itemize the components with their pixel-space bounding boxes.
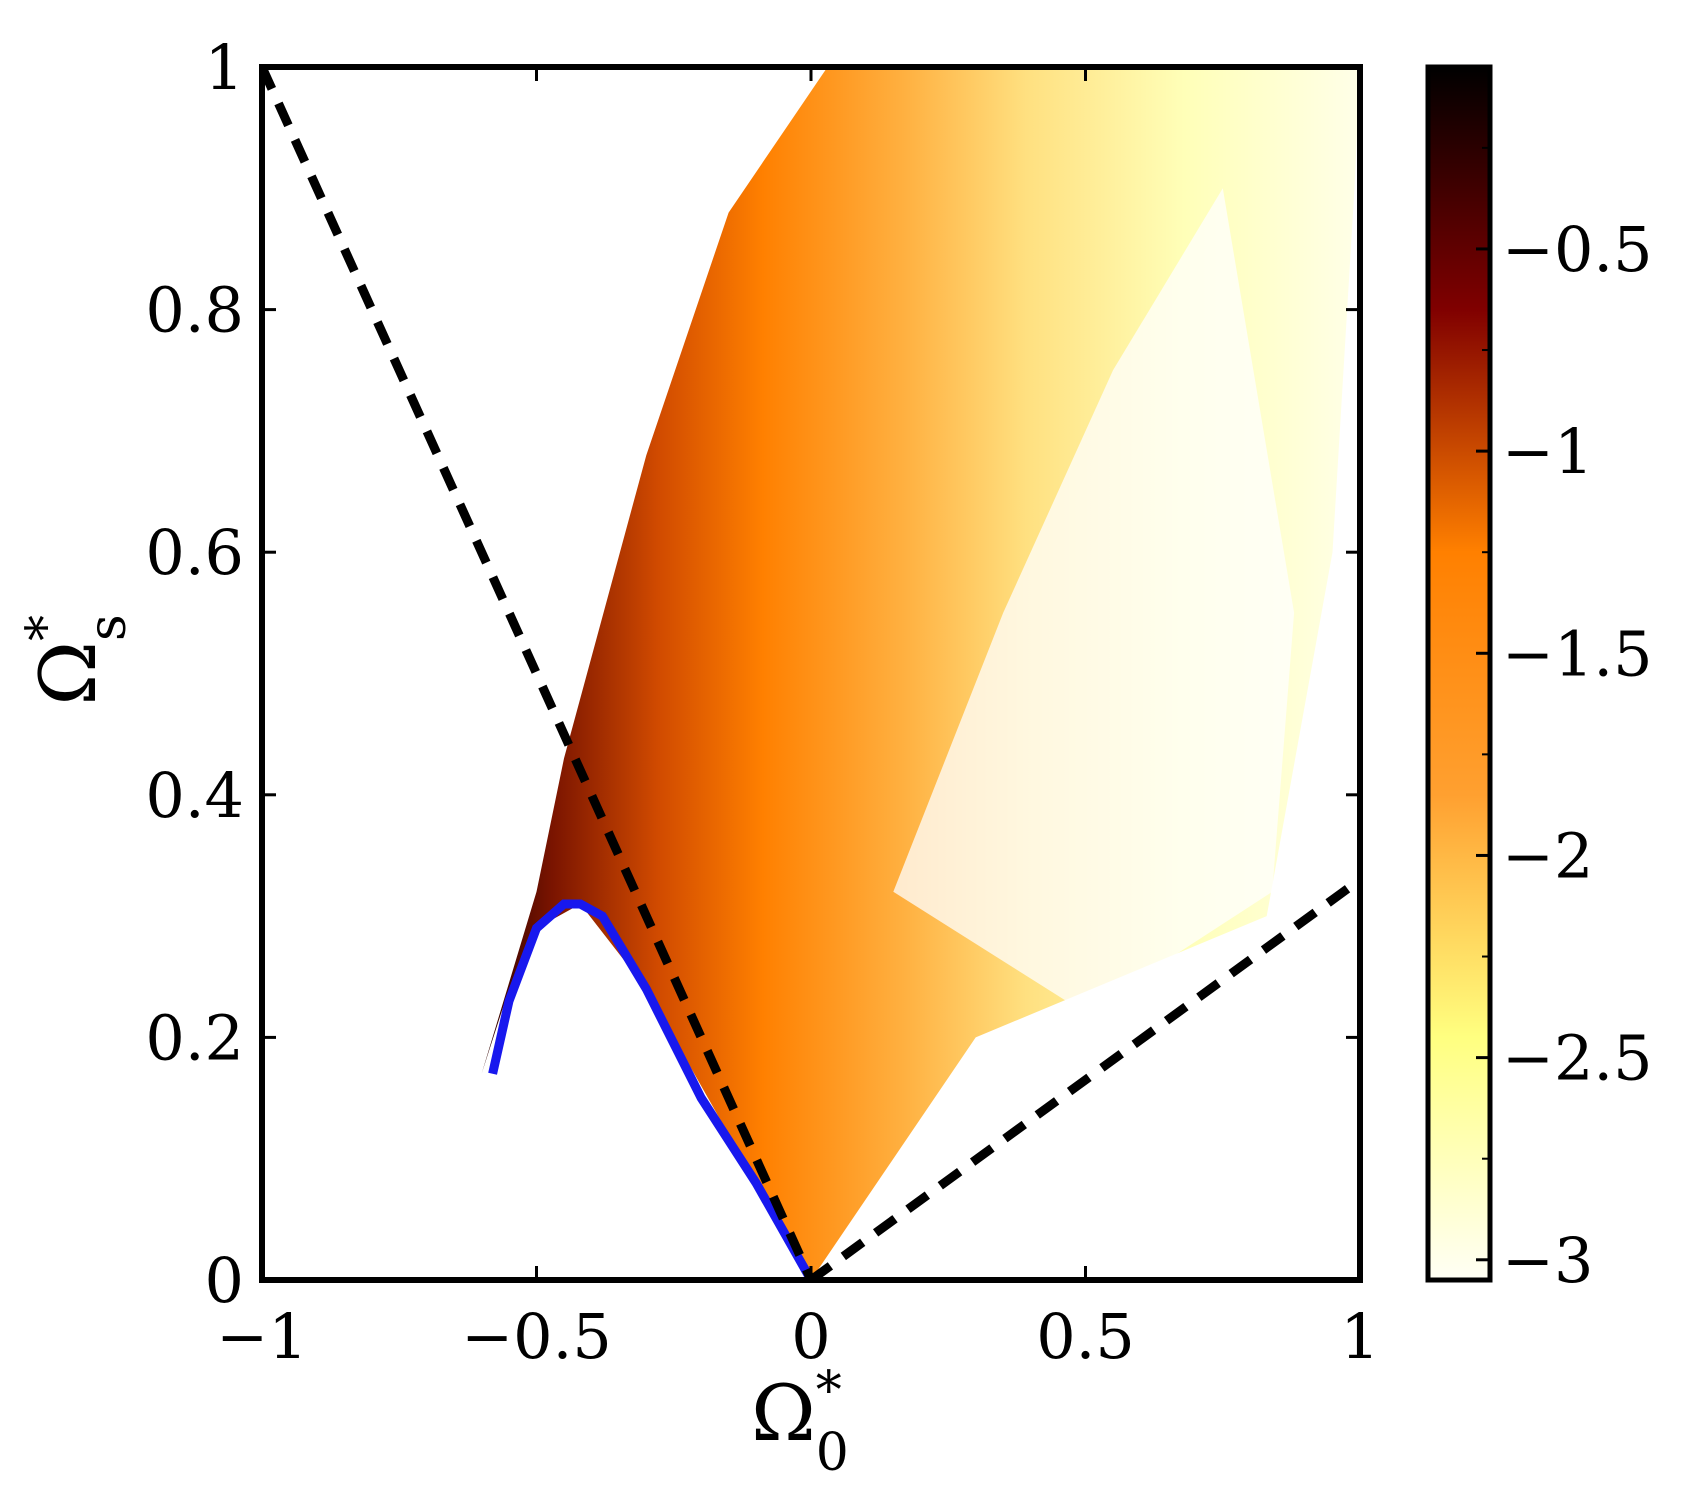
x-tick-label: 0.5: [1036, 1300, 1135, 1373]
colorbar: −3 −2.5 −2 −1.5 −1 −0.5: [1425, 64, 1653, 1297]
colorbar-tick-label: −2: [1502, 819, 1593, 892]
dashed-line-2: [808, 876, 1360, 1280]
x-axis-label: Ω* 0: [751, 1361, 849, 1483]
colorbar-tick-label: −1.5: [1502, 617, 1653, 690]
colorbar-tick-label: −2.5: [1502, 1022, 1653, 1095]
dashed-line-1: [262, 67, 816, 1280]
y-tick-label: 0.6: [145, 516, 244, 589]
x-tick-label: −1: [216, 1300, 307, 1373]
heatmap-gap: [893, 188, 1295, 1014]
colorbar-fill: [1428, 67, 1490, 1280]
colorbar-ticks: −3 −2.5 −2 −1.5 −1 −0.5: [1476, 146, 1653, 1297]
x-tick-label: 0: [791, 1300, 830, 1373]
y-axis-label: Ω*s: [16, 614, 138, 705]
y-axis: 0 0.2 0.4 0.6 0.8 1: [145, 31, 1360, 1317]
x-axis: −1 −0.5 0 0.5 1: [216, 67, 1380, 1373]
series-layer: [262, 67, 1360, 1280]
colorbar-tick-label: −3: [1502, 1224, 1593, 1297]
x-tick-label: 1: [1340, 1300, 1379, 1373]
colorbar-tick-label: −0.5: [1502, 213, 1653, 286]
y-tick-label: 0.4: [145, 759, 244, 832]
y-tick-label: 0.2: [145, 1001, 244, 1074]
x-tick-label: −0.5: [461, 1300, 612, 1373]
colorbar-tick-label: −1: [1502, 415, 1593, 488]
colorbar-frame: [1425, 64, 1493, 1283]
solid-curve: [488, 899, 815, 1280]
y-tick-label: 0: [205, 1244, 244, 1317]
y-tick-label: 0.8: [145, 274, 244, 347]
y-tick-label: 1: [205, 31, 244, 104]
plot-area: [262, 67, 1360, 1280]
